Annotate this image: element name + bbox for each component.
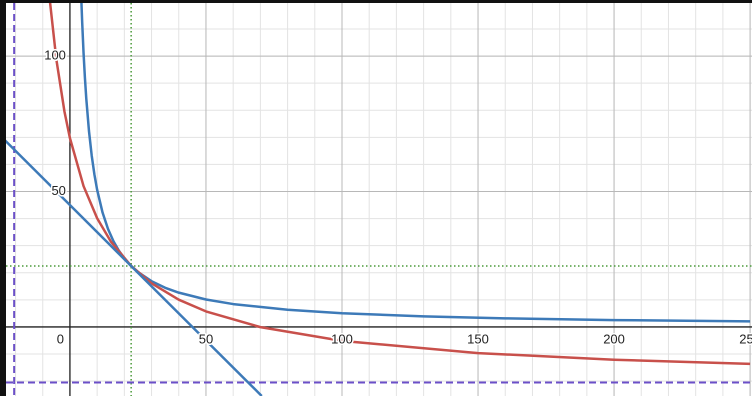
x-tick-label: 150 — [467, 331, 489, 346]
x-tick-label: 200 — [603, 331, 625, 346]
x-tick-label: 50 — [199, 331, 213, 346]
curve — [6, 139, 263, 396]
y-tick-label: 100 — [44, 48, 66, 63]
x-tick-label: 100 — [331, 331, 353, 346]
x-tick-label: 250 — [739, 331, 752, 346]
plot-background — [6, 3, 752, 396]
grid-layer — [6, 3, 752, 396]
label-layer: 0 50 100 150 200 250 50 100 — [43, 46, 752, 348]
y-tick-label: 50 — [51, 183, 65, 198]
x-tick-label: 0 — [57, 331, 64, 346]
